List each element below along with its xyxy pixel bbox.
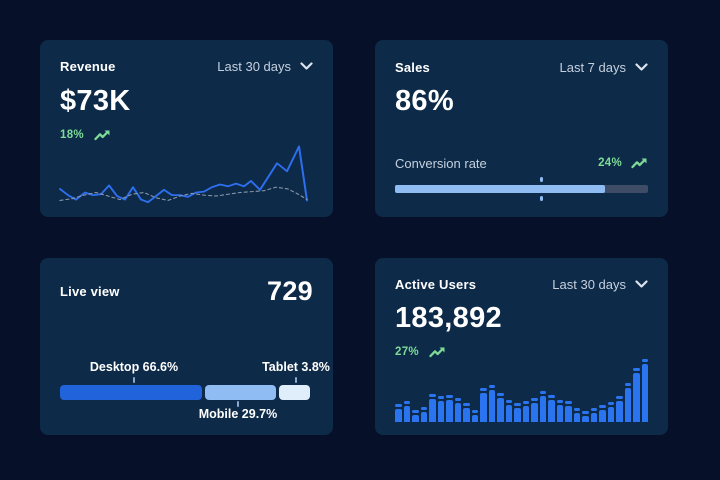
live-view-header: Live view 729	[60, 276, 313, 307]
active-users-value: 183,892	[395, 302, 502, 335]
active-users-period-label: Last 30 days	[552, 277, 626, 293]
sales-title: Sales	[395, 59, 430, 75]
revenue-chart-area	[59, 142, 313, 204]
active-users-delta: 27%	[395, 345, 648, 359]
conversion-rate-row: Conversion rate 24%	[395, 155, 648, 171]
sales-delta: 24%	[598, 156, 648, 170]
active-users-title: Active Users	[395, 277, 477, 293]
device-split-bar	[60, 385, 313, 400]
user-bar	[471, 410, 478, 422]
revenue-card: Revenue Last 30 days $73K 18%	[40, 40, 333, 217]
user-bar	[395, 404, 402, 422]
revenue-title: Revenue	[60, 59, 116, 75]
user-bar	[497, 393, 504, 422]
previous-period-line	[59, 186, 308, 201]
revenue-period-dropdown[interactable]: Last 30 days	[217, 59, 313, 74]
user-bar	[505, 400, 512, 422]
trending-up-icon	[631, 158, 647, 169]
sales-card: Sales Last 7 days 86% Conversion rate 24…	[375, 40, 668, 217]
user-bar	[463, 403, 470, 422]
segment-desktop	[60, 385, 202, 400]
user-bar	[633, 368, 640, 422]
trending-up-icon	[429, 347, 445, 357]
user-bar	[582, 411, 589, 422]
user-bar	[548, 395, 555, 422]
live-view-card: Live view 729 Desktop 66.6% Mobile 29.7% T…	[40, 258, 333, 435]
chevron-down-icon	[635, 62, 648, 71]
user-bar	[624, 383, 631, 422]
user-bar	[590, 408, 597, 422]
user-bar	[446, 395, 453, 422]
user-bar	[437, 396, 444, 422]
device-split-chart: Desktop 66.6% Mobile 29.7% Tablet 3.8%	[60, 360, 330, 422]
sales-value: 86%	[395, 85, 454, 117]
user-bar	[616, 396, 623, 422]
segment-connector-mobile	[237, 401, 239, 407]
user-bar	[607, 402, 614, 422]
user-bar	[531, 398, 538, 422]
user-bar	[454, 398, 461, 422]
progress-marker-top	[540, 177, 544, 182]
segment-label-desktop: Desktop 66.6%	[89, 360, 179, 374]
sales-delta-pct: 24%	[598, 157, 622, 169]
conversion-rate-label: Conversion rate	[395, 155, 487, 171]
progress-marker-bottom	[540, 196, 544, 201]
user-bar	[480, 388, 487, 422]
segment-tablet	[279, 385, 311, 400]
user-bar	[565, 401, 572, 422]
user-bar	[429, 394, 436, 422]
active-users-header: Active Users Last 30 days	[395, 276, 648, 293]
revenue-card-header: Revenue Last 30 days	[60, 58, 313, 76]
user-bar	[573, 408, 580, 422]
sales-card-header: Sales Last 7 days	[395, 58, 648, 76]
user-bar	[488, 385, 495, 422]
active-users-period-dropdown[interactable]: Last 30 days	[552, 277, 648, 292]
segment-mobile	[204, 385, 276, 400]
user-bar	[556, 400, 563, 422]
card-grid: Revenue Last 30 days $73K 18%	[40, 40, 668, 435]
user-bar	[599, 405, 606, 422]
current-period-line	[59, 145, 308, 204]
user-bar	[522, 401, 529, 422]
user-bar	[403, 401, 410, 422]
revenue-value: $73K	[60, 84, 131, 117]
user-bar	[539, 391, 546, 422]
live-view-title: Live view	[60, 284, 120, 299]
user-bar	[641, 359, 648, 422]
sales-period-dropdown[interactable]: Last 7 days	[560, 60, 649, 75]
segment-connector-tablet	[295, 377, 297, 383]
user-bar	[412, 410, 419, 422]
conversion-progress-fill	[395, 185, 605, 193]
chevron-down-icon	[635, 280, 648, 288]
active-users-delta-pct: 27%	[395, 345, 419, 358]
segment-connector-desktop	[133, 377, 135, 383]
revenue-line-chart	[59, 145, 308, 204]
revenue-delta-pct: 18%	[60, 128, 84, 141]
trending-up-icon	[94, 130, 110, 140]
active-users-card: Active Users Last 30 days 183,892 27%	[375, 258, 668, 435]
user-bar	[420, 407, 427, 422]
revenue-delta: 18%	[60, 127, 313, 142]
conversion-progress-bar	[395, 177, 648, 201]
user-bar	[514, 403, 521, 422]
segment-label-mobile: Mobile 29.7%	[198, 407, 278, 421]
active-users-bar-chart	[395, 359, 648, 422]
segment-label-tablet: Tablet 3.8%	[262, 360, 330, 374]
revenue-period-label: Last 30 days	[217, 59, 291, 75]
chevron-down-icon	[300, 62, 313, 70]
live-view-value: 729	[267, 276, 313, 306]
sales-period-label: Last 7 days	[559, 59, 627, 75]
